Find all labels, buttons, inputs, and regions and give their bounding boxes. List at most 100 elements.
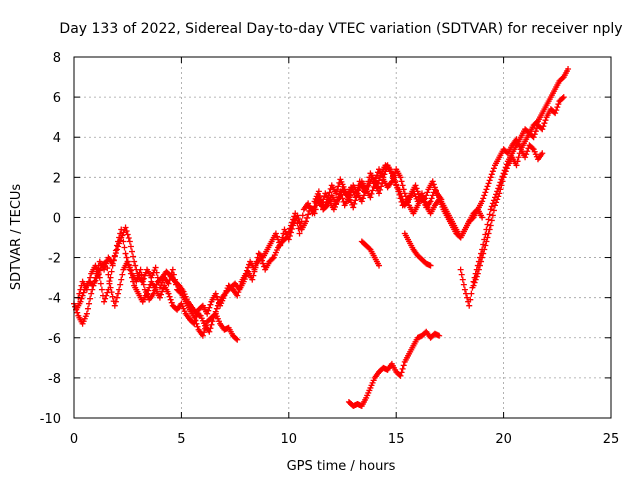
data-point: [524, 148, 531, 155]
data-point: [94, 268, 101, 275]
data-point: [207, 325, 214, 332]
data-point: [233, 335, 240, 342]
y-tick-label: 6: [53, 91, 61, 106]
data-point: [237, 282, 244, 289]
data-point: [109, 293, 116, 300]
data-point: [412, 182, 419, 189]
data-point: [122, 224, 129, 231]
data-point: [499, 178, 506, 185]
series-track-4: [311, 94, 567, 241]
data-point: [489, 168, 496, 175]
data-point: [242, 270, 249, 277]
data-point: [209, 318, 216, 325]
plot-frame: [73, 56, 612, 419]
data-point: [483, 186, 490, 193]
data-point: [429, 192, 436, 199]
data-point: [413, 185, 420, 192]
data-point: [481, 246, 488, 253]
data-point: [212, 290, 219, 297]
data-point: [541, 120, 548, 127]
data-point: [125, 235, 132, 242]
data-point: [236, 285, 243, 292]
data-point: [476, 262, 483, 269]
data-point: [345, 196, 352, 203]
data-point: [144, 290, 151, 297]
data-point: [102, 295, 109, 302]
data-point: [79, 292, 86, 299]
data-point: [194, 310, 201, 317]
data-point: [486, 177, 493, 184]
data-point: [540, 123, 547, 130]
data-point: [474, 270, 481, 277]
data-point: [427, 198, 434, 205]
data-point: [398, 178, 405, 185]
data-point: [351, 200, 358, 207]
data-point: [278, 238, 285, 245]
data-point: [554, 104, 561, 111]
data-point: [118, 226, 125, 233]
data-point: [373, 172, 380, 179]
data-point: [542, 117, 549, 124]
data-point: [459, 276, 466, 283]
data-point: [560, 94, 567, 101]
data-point: [484, 221, 491, 228]
data-point: [122, 250, 129, 257]
data-point: [286, 232, 293, 239]
data-point: [484, 234, 491, 241]
data-point: [130, 253, 137, 260]
data-point: [358, 198, 365, 205]
data-point: [125, 262, 132, 269]
data-point: [156, 294, 163, 301]
data-point: [335, 194, 342, 201]
data-point: [206, 328, 213, 335]
data-point: [333, 190, 340, 197]
series-track-8: [401, 230, 434, 269]
data-point: [376, 177, 383, 184]
data-point: [315, 188, 322, 195]
data-point: [360, 192, 367, 199]
data-point: [368, 190, 375, 197]
data-point: [295, 215, 302, 222]
data-point: [165, 280, 172, 287]
data-point: [260, 260, 267, 267]
y-tick-label: 0: [53, 211, 61, 226]
data-point: [479, 254, 486, 261]
data-point: [324, 196, 331, 203]
data-point: [397, 174, 404, 181]
y-tick-label: -8: [48, 372, 61, 387]
data-point: [119, 232, 126, 239]
data-point: [93, 265, 100, 272]
data-point: [430, 181, 437, 188]
data-point: [204, 310, 211, 317]
data-point: [490, 165, 497, 172]
data-point: [382, 168, 389, 175]
data-point: [294, 212, 301, 219]
data-point: [392, 179, 399, 186]
data-point: [369, 187, 376, 194]
data-point: [250, 272, 257, 279]
data-point: [104, 265, 111, 272]
data-point: [111, 302, 118, 309]
data-point: [513, 162, 520, 169]
data-point: [305, 211, 312, 218]
data-point: [337, 188, 344, 195]
data-point: [304, 214, 311, 221]
data-point: [302, 218, 309, 225]
data-point: [490, 207, 497, 214]
data-point: [530, 134, 537, 141]
data-point: [167, 296, 174, 303]
data-point: [80, 289, 87, 296]
chart-title: Day 133 of 2022, Sidereal Day-to-day VTE…: [59, 21, 622, 37]
data-point: [318, 197, 325, 204]
data-point: [398, 193, 405, 200]
data-point: [366, 245, 373, 252]
data-point: [108, 268, 115, 275]
data-point: [312, 206, 319, 213]
data-point: [479, 214, 486, 221]
data-point: [296, 219, 303, 226]
data-point: [128, 248, 135, 255]
data-point: [87, 274, 94, 281]
data-point: [364, 182, 371, 189]
data-point: [559, 75, 566, 82]
